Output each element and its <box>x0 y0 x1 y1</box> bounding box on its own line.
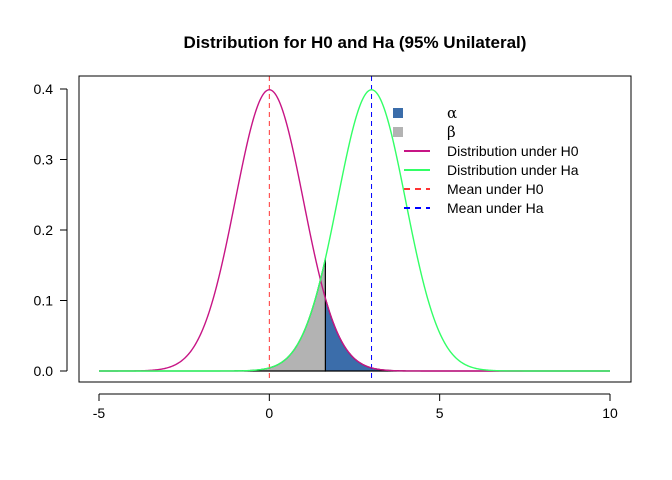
legend-label: Mean under H0 <box>447 181 544 197</box>
x-tick-label: 0 <box>265 405 273 421</box>
y-tick-label: 0.4 <box>34 81 54 97</box>
legend: αβ Distribution under H0 Distribution unde… <box>393 104 579 216</box>
legend-item: α <box>393 104 457 122</box>
y-tick-label: 0.1 <box>34 293 54 309</box>
legend-item: Distribution under H0 <box>404 143 579 159</box>
legend-item: Mean under H0 <box>404 181 544 197</box>
x-tick-label: 10 <box>602 405 618 421</box>
y-axis: 0.0 0.1 0.2 0.3 0.4 <box>34 81 68 379</box>
alpha-region <box>324 298 610 372</box>
legend-label: α <box>447 104 457 122</box>
x-axis: -5 0 5 10 <box>93 393 618 421</box>
legend-label: Distribution under H0 <box>447 143 579 159</box>
legend-label: β <box>447 123 456 141</box>
legend-label: Distribution under Ha <box>447 162 579 178</box>
beta-swatch <box>393 127 403 137</box>
alpha-swatch <box>393 108 403 118</box>
plot-frame <box>78 75 632 383</box>
x-tick-label: 5 <box>436 405 444 421</box>
y-tick-label: 0.2 <box>34 222 54 238</box>
y-tick-label: 0.0 <box>34 363 54 379</box>
legend-item: β <box>393 123 456 141</box>
h0-density-line <box>99 89 610 372</box>
y-tick-label: 0.3 <box>34 152 54 168</box>
chart-title: Distribution for H0 and Ha (95% Unilater… <box>184 33 527 52</box>
legend-item: Mean under Ha <box>404 200 544 216</box>
ha-density-line <box>99 89 610 372</box>
legend-label: Mean under Ha <box>447 200 544 216</box>
x-tick-label: -5 <box>93 405 106 421</box>
plot-area <box>78 75 632 383</box>
legend-item: Distribution under Ha <box>404 162 579 178</box>
